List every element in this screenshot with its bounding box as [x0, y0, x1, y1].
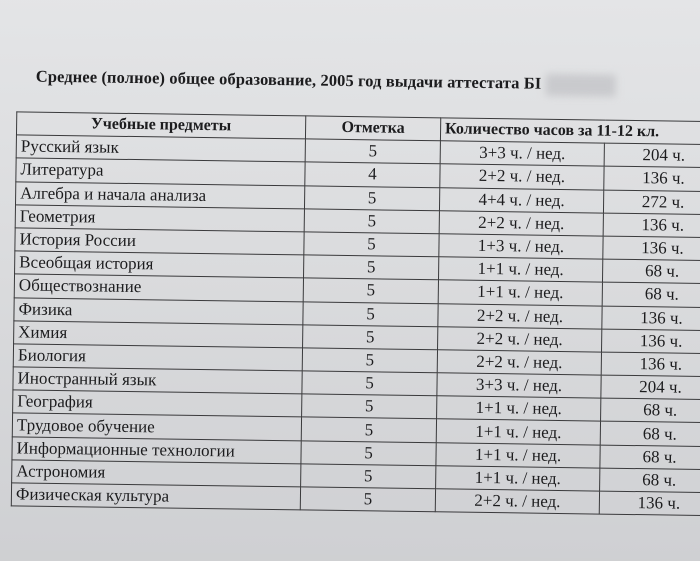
- total-hours-cell: 136 ч.: [601, 351, 700, 377]
- weekly-hours-cell: 4+4 ч. / нед.: [439, 187, 604, 213]
- grade-cell: 5: [301, 370, 438, 397]
- weekly-hours-cell: 2+2 ч. / нед.: [437, 349, 602, 376]
- weekly-hours-cell: 2+2 ч. / нед.: [437, 303, 603, 329]
- total-hours-cell: 68 ч.: [599, 467, 700, 493]
- grade-cell: 5: [304, 185, 440, 211]
- grade-cell: 5: [304, 208, 440, 234]
- total-hours-cell: 68 ч.: [602, 259, 700, 285]
- grade-cell: 5: [301, 417, 437, 443]
- weekly-hours-cell: 1+3 ч. / нед.: [438, 233, 604, 260]
- grade-cell: 4: [304, 162, 441, 188]
- grade-cell: 5: [302, 347, 438, 373]
- redacted-area: [545, 73, 616, 97]
- grade-cell: 5: [300, 463, 436, 489]
- grade-cell: 5: [300, 486, 436, 512]
- header-grade: Отметка: [305, 115, 441, 141]
- weekly-hours-cell: 3+3 ч. / нед.: [440, 140, 605, 167]
- total-hours-cell: 68 ч.: [600, 398, 700, 424]
- total-hours-cell: 136 ч.: [603, 212, 700, 238]
- total-hours-cell: 136 ч.: [601, 328, 700, 354]
- grade-cell: 5: [303, 278, 439, 304]
- title-text: Среднее (полное) общее образование, 2005…: [35, 66, 542, 93]
- total-hours-cell: 204 ч.: [600, 375, 700, 400]
- weekly-hours-cell: 1+1 ч. / нед.: [436, 396, 601, 422]
- weekly-hours-cell: 1+1 ч. / нед.: [438, 256, 603, 283]
- total-hours-cell: 136 ч.: [603, 166, 700, 192]
- total-hours-cell: 68 ч.: [599, 444, 700, 470]
- weekly-hours-cell: 2+2 ч. / нед.: [439, 164, 605, 190]
- total-hours-cell: 136 ч.: [599, 491, 700, 516]
- weekly-hours-cell: 1+1 ч. / нед.: [435, 465, 600, 492]
- grade-cell: 5: [303, 255, 439, 281]
- grade-cell: 5: [303, 231, 440, 257]
- weekly-hours-cell: 2+2 ч. / нед.: [439, 210, 604, 237]
- total-hours-cell: 68 ч.: [600, 421, 700, 447]
- grade-cell: 5: [301, 394, 437, 420]
- weekly-hours-cell: 2+2 ч. / нед.: [437, 326, 602, 352]
- document-title: Среднее (полное) общее образование, 2005…: [36, 67, 616, 97]
- weekly-hours-cell: 1+1 ч. / нед.: [438, 280, 603, 306]
- total-hours-cell: 136 ч.: [601, 305, 700, 331]
- total-hours-cell: 272 ч.: [603, 189, 700, 215]
- total-hours-cell: 204 ч.: [604, 143, 700, 169]
- grade-cell: 5: [302, 324, 438, 350]
- subject-cell: Физическая культура: [11, 482, 301, 511]
- grade-cell: 5: [300, 440, 437, 466]
- total-hours-cell: 136 ч.: [602, 236, 700, 261]
- weekly-hours-cell: 2+2 ч. / нед.: [435, 488, 600, 515]
- weekly-hours-cell: 1+1 ч. / нед.: [435, 442, 601, 468]
- grades-table: Учебные предметы Отметка Количество часо…: [11, 111, 700, 516]
- grade-cell: 5: [305, 139, 441, 165]
- weekly-hours-cell: 3+3 ч. / нед.: [436, 372, 602, 399]
- total-hours-cell: 68 ч.: [602, 282, 700, 308]
- grade-cell: 5: [302, 301, 439, 327]
- weekly-hours-cell: 1+1 ч. / нед.: [436, 419, 601, 445]
